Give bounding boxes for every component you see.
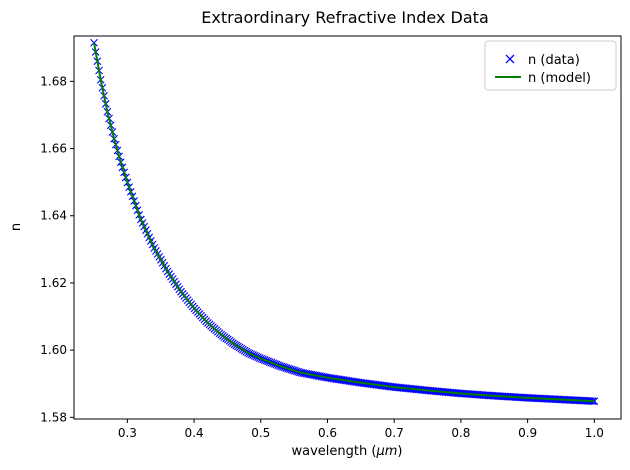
legend: n (data) n (model) [484, 40, 617, 91]
chart-title: Extraordinary Refractive Index Data [201, 8, 489, 27]
x-tick-label: 0.6 [318, 426, 337, 440]
legend-label-model: n (model) [528, 71, 591, 86]
x-axis-label-text: wavelength ( [292, 444, 377, 459]
legend-marker-data [505, 54, 515, 64]
plot-area [73, 35, 622, 420]
series-layer [90, 38, 599, 406]
x-axis-label: wavelength (μm) [292, 444, 403, 459]
series-model-line [93, 42, 595, 403]
data-point [90, 38, 98, 47]
legend-label-data: n (data) [528, 53, 580, 68]
x-axis-label-close: ) [397, 444, 402, 459]
x-tick-label: 1.0 [585, 426, 604, 440]
y-tick-label: 1.60 [40, 343, 67, 357]
x-axis-ticks: 0.3 0.4 0.5 0.6 0.7 0.8 0.9 1.0 [118, 419, 604, 440]
x-axis-label-unit: μm [375, 444, 397, 459]
y-tick-label: 1.62 [40, 276, 67, 290]
x-tick-label: 0.4 [185, 426, 204, 440]
y-tick-label: 1.66 [40, 142, 67, 156]
x-tick-label: 0.3 [118, 426, 137, 440]
y-tick-label: 1.64 [40, 209, 67, 223]
plot-frame [73, 35, 622, 420]
x-tick-label: 0.8 [451, 426, 470, 440]
y-tick-label: 1.58 [40, 410, 67, 424]
x-tick-label: 0.9 [518, 426, 537, 440]
y-axis-ticks: 1.58 1.60 1.62 1.64 1.66 1.68 [40, 74, 74, 424]
y-tick-label: 1.68 [40, 74, 67, 88]
x-tick-label: 0.7 [385, 426, 404, 440]
y-axis-label: n [9, 223, 24, 231]
x-tick-label: 0.5 [251, 426, 270, 440]
series-data-markers [90, 38, 599, 406]
